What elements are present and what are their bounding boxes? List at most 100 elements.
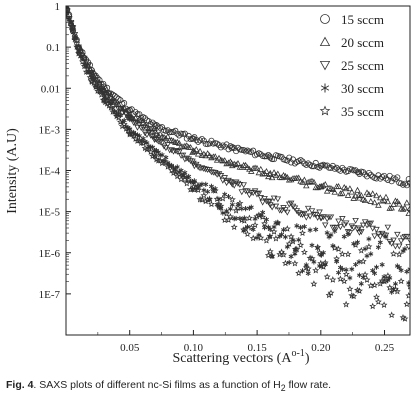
data-point [190,135,197,142]
y-tick-label: 1E-7 [39,289,61,301]
data-point [244,224,250,230]
data-point [295,174,302,181]
data-point [377,239,383,245]
data-point [367,171,374,178]
data-point [284,209,291,216]
data-point [249,164,257,171]
data-point [289,203,297,210]
legend-label: 35 sccm [341,104,384,119]
data-point [406,204,410,211]
data-point [324,230,330,236]
data-point [346,285,354,292]
data-point [88,66,95,73]
data-point [380,197,388,203]
data-point [211,170,219,176]
data-point [244,188,251,195]
data-point [268,204,276,211]
data-point [287,232,295,240]
data-point [236,181,244,188]
data-point [281,227,287,233]
data-point [211,153,219,160]
legend-label: 25 sccm [341,58,384,73]
data-point [255,190,263,197]
data-point [376,280,384,287]
data-point [354,186,361,193]
data-point [225,159,232,166]
data-point [215,171,223,178]
data-point [305,270,311,276]
data-point [136,133,142,139]
data-point [301,224,307,230]
data-point [395,200,403,207]
data-point [337,190,344,197]
data-point [301,210,308,217]
data-point [240,146,247,153]
data-point [322,261,328,268]
data-point [115,95,122,102]
data-point [237,215,243,222]
data-point [317,183,325,190]
data-point [336,270,342,276]
data-point [304,265,312,272]
data-point [403,199,410,206]
data-point [367,197,375,204]
data-point [367,282,375,289]
data-point [373,175,380,182]
data-point [301,160,308,167]
data-point [311,259,317,265]
data-point [364,253,370,259]
data-point [369,225,376,232]
data-point [196,147,204,154]
data-point [339,216,346,222]
data-point [356,169,363,176]
data-point [369,190,376,197]
data-point [274,196,282,203]
data-point [404,268,410,275]
data-point [376,233,384,240]
data-point [168,129,175,136]
data-point [155,131,162,138]
data-point [164,133,172,140]
data-point [363,276,371,283]
data-point [403,300,410,308]
data-point [218,206,224,212]
data-point [232,207,240,214]
data-point [81,55,88,62]
data-point [365,243,373,250]
y-tick-label: 0.01 [41,83,60,95]
data-point [296,237,302,243]
data-point [367,220,375,227]
data-point [111,98,118,105]
data-point [248,149,255,156]
data-point [73,36,80,43]
data-point [230,223,238,231]
data-point [94,75,101,82]
data-point [323,273,331,280]
data-point [223,210,231,217]
data-point [288,159,295,166]
data-point [263,198,270,205]
data-point [267,226,273,233]
data-point [127,126,133,132]
data-point [234,160,242,166]
data-point [208,154,215,161]
data-point [335,218,342,225]
data-point [214,140,221,147]
data-point [355,239,361,245]
data-point [197,137,204,144]
data-point [163,154,169,161]
data-point [358,281,364,287]
data-point [147,148,155,155]
data-point [390,237,397,244]
data-point [130,115,137,122]
data-point [295,269,303,277]
data-point [401,204,409,211]
data-point [272,234,280,242]
data-point [304,178,312,185]
legend-marker-circle [320,14,330,24]
data-point [337,275,344,282]
data-point [228,195,236,203]
data-point [143,132,151,139]
data-point [317,263,323,269]
data-point [198,196,206,203]
